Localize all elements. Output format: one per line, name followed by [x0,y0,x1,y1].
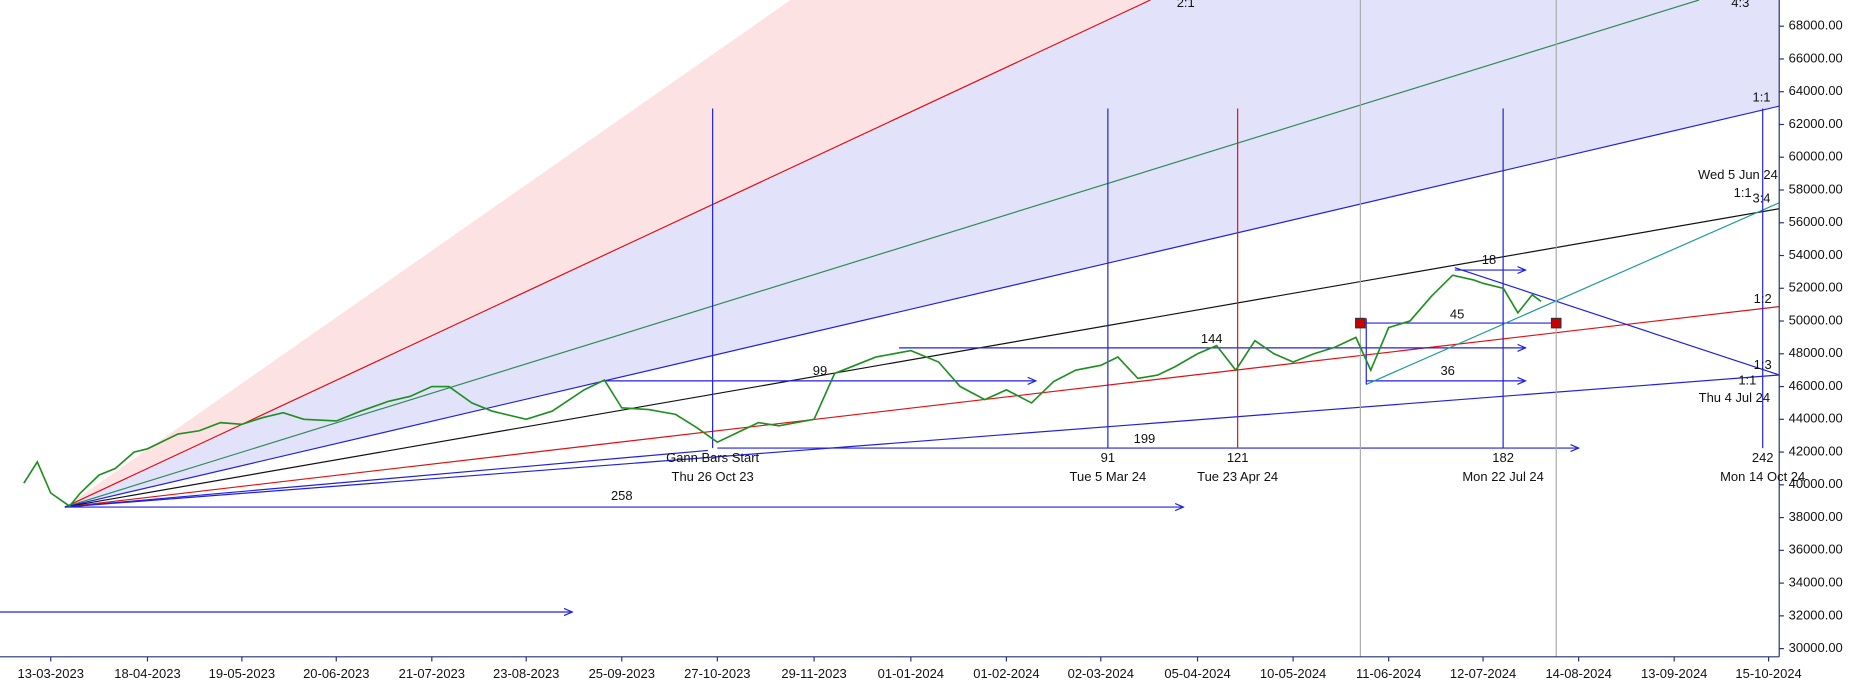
fan-line [64,449,708,508]
annotation: 199 [1134,431,1156,446]
y-tick-label: 40000.00 [1789,476,1843,491]
annotation: 258 [611,488,633,503]
annotation: Thu 4 Jul 24 [1699,390,1770,405]
y-tick-label: 64000.00 [1789,83,1843,98]
annotation: Tue 23 Apr 24 [1197,469,1278,484]
marker [1550,317,1562,329]
fan-line [64,374,1780,508]
annotation: Mon 22 Jul 24 [1462,469,1543,484]
annotation: 144 [1201,331,1223,346]
y-tick-label: 32000.00 [1789,607,1843,622]
annotation: 36 [1440,363,1454,378]
trend-line [1366,202,1780,385]
annotation: 2:1 [1177,0,1195,10]
y-tick-label: 52000.00 [1789,280,1843,295]
annotation: 121 [1227,450,1249,465]
x-tick-label: 10-05-2024 [1260,666,1326,681]
annotation: Tue 5 Mar 24 [1070,469,1147,484]
gann-overlay [0,0,1780,657]
fan-zone [64,0,1780,508]
x-tick-label: 27-10-2023 [684,666,750,681]
annotation: 1:1 [1738,372,1756,387]
x-tick-label: 12-07-2024 [1450,666,1516,681]
y-axis-panel [1779,0,1850,691]
x-tick-label: 13-03-2023 [18,666,84,681]
x-tick-label: 13-09-2024 [1641,666,1707,681]
fan-line [64,208,1780,508]
annotation: 242 [1752,450,1774,465]
x-tick-label: 01-02-2024 [973,666,1039,681]
price-line [23,274,1542,508]
y-tick-label: 58000.00 [1789,181,1843,196]
fan-line [64,105,1780,508]
annotation: Gann Bars Start [666,450,759,465]
y-tick-label: 62000.00 [1789,116,1843,131]
annotation: Wed 5 Jun 24 [1698,167,1778,182]
marker [1355,317,1366,329]
x-tick-label: 25-09-2023 [589,666,655,681]
x-tick-label: 11-06-2024 [1356,666,1421,681]
y-tick-label: 30000.00 [1789,640,1843,655]
annotation: 1:1 [1752,89,1770,104]
y-tick-label: 48000.00 [1789,345,1843,360]
fan-line [64,0,1700,508]
annotation: Mon 14 Oct 24 [1720,469,1805,484]
y-tick-label: 60000.00 [1789,149,1843,164]
y-tick-label: 44000.00 [1789,411,1843,426]
trend-line [1454,267,1780,376]
y-tick-label: 34000.00 [1789,575,1843,590]
y-tick-label: 66000.00 [1789,50,1843,65]
y-tick-label: 54000.00 [1789,247,1843,262]
annotation: 1:3 [1754,357,1772,372]
annotation: 1:1 [1734,185,1752,200]
annotation: 182 [1492,450,1514,465]
y-tick-label: 42000.00 [1789,443,1843,458]
annotation: 91 [1101,450,1115,465]
y-tick-label: 38000.00 [1789,509,1843,524]
annotation: 18 [1482,252,1496,267]
y-tick-label: 46000.00 [1789,378,1843,393]
annotation: 3:4 [1752,191,1770,206]
x-axis-panel [0,656,1850,691]
annotation: 45 [1450,306,1464,321]
x-tick-label: 15-10-2024 [1735,666,1801,681]
x-tick-label: 14-08-2024 [1545,666,1611,681]
x-tick-label: 29-11-2023 [781,666,846,681]
annotation: Thu 26 Oct 23 [672,469,754,484]
x-tick-label: 02-03-2024 [1068,666,1134,681]
x-tick-label: 20-06-2023 [303,666,369,681]
y-tick-label: 68000.00 [1789,18,1843,33]
y-tick-label: 56000.00 [1789,214,1843,229]
y-tick-label: 50000.00 [1789,312,1843,327]
x-tick-label: 18-04-2023 [114,666,180,681]
annotation: 4:3 [1731,0,1749,10]
annotation: 1:2 [1754,291,1772,306]
annotation: 99 [813,363,827,378]
x-tick-label: 19-05-2023 [209,666,275,681]
y-tick-label: 36000.00 [1789,542,1843,557]
x-tick-label: 23-08-2023 [493,666,559,681]
fan-line [64,306,1780,508]
x-tick-label: 05-04-2024 [1164,666,1230,681]
x-tick-label: 01-01-2024 [878,666,944,681]
x-tick-label: 21-07-2023 [399,666,465,681]
